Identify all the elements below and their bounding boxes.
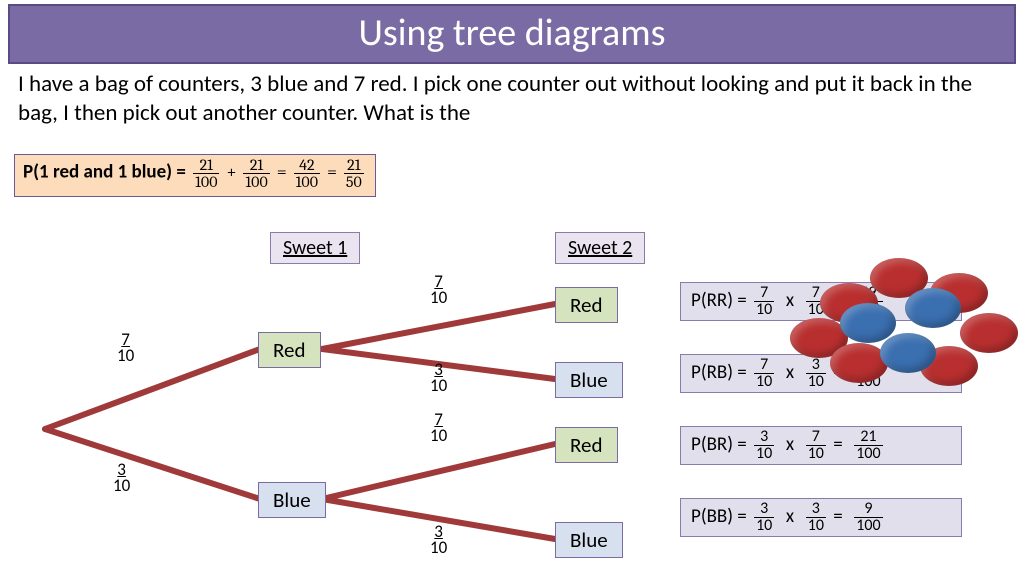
- node-l1-blue: Blue: [258, 482, 326, 518]
- edge-blue-red: 710: [430, 412, 447, 444]
- edge-root-blue: 310: [113, 462, 130, 494]
- node-l1-red: Red: [258, 332, 321, 368]
- edge-red-red: 710: [430, 274, 447, 306]
- header-sweet1: Sweet 1: [270, 232, 360, 264]
- header-sweet2: Sweet 2: [555, 232, 645, 264]
- blue-counter: [880, 333, 936, 373]
- red-counter: [830, 343, 888, 383]
- prob-br: P(BR) = 310 x 710 = 21100: [680, 426, 962, 465]
- edge-root-red: 710: [117, 332, 134, 364]
- prob-bb: P(BB) = 310 x 310 = 9100: [680, 498, 962, 537]
- node-l2-rr: Red: [555, 287, 618, 323]
- blue-counter: [905, 288, 961, 328]
- node-l2-rb: Blue: [555, 362, 623, 398]
- node-l2-bb: Blue: [555, 522, 623, 558]
- blue-counter: [840, 303, 896, 343]
- edge-blue-blue: 310: [430, 524, 447, 556]
- edge-red-blue: 310: [430, 362, 447, 394]
- red-counter: [960, 313, 1018, 353]
- node-l2-br: Red: [555, 427, 618, 463]
